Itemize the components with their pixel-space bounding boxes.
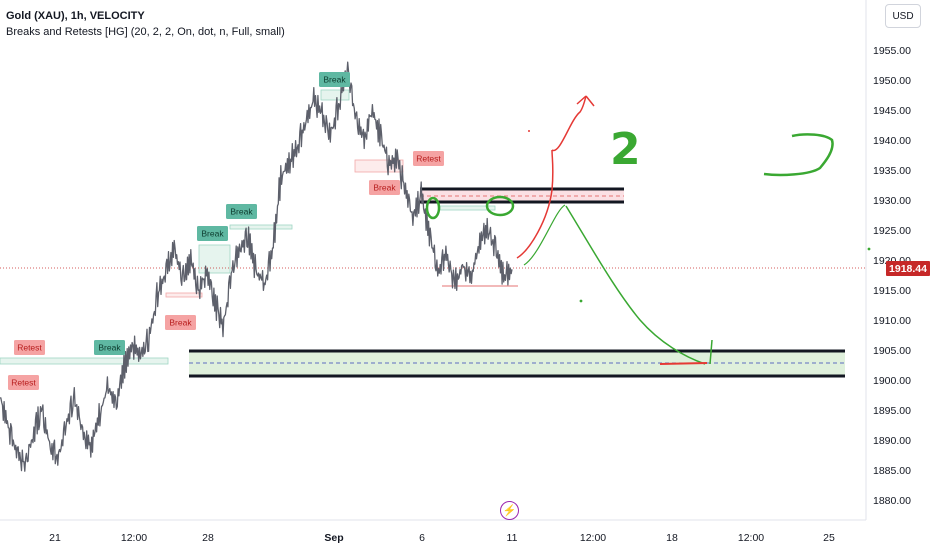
break-box (229, 224, 293, 230)
lightning-icon[interactable]: ⚡ (500, 501, 519, 520)
retest-label-box (14, 340, 45, 355)
x-tick-label: Sep (324, 532, 343, 544)
retest-label[interactable]: Retest (14, 340, 45, 355)
break-label[interactable]: Break (319, 72, 350, 87)
y-tick-label: 1895.00 (873, 405, 911, 417)
drawn-red-mark (659, 362, 708, 365)
chart-title: Gold (XAU), 1h, VELOCITY (6, 10, 145, 22)
retest-label[interactable]: Retest (413, 151, 444, 166)
break-label-text: Break (230, 207, 253, 217)
series-line[interactable] (0, 61, 513, 472)
x-axis: 21 12:00 28 Sep 6 11 12:00 18 12:00 25 (49, 532, 835, 544)
y-tick-label: 1950.00 (873, 75, 911, 87)
break-box (0, 357, 169, 365)
x-tick-label: 18 (666, 532, 678, 544)
break-label[interactable]: Break (226, 204, 257, 219)
indicator-legend[interactable]: Breaks and Retests [HG] (20, 2, 2, On, d… (6, 26, 285, 38)
current-price-tag: 1918.44 (886, 261, 930, 276)
break-label-box (226, 204, 257, 219)
break-label-box (197, 226, 228, 241)
break-label-text: Break (201, 229, 224, 239)
break-label-box (94, 340, 125, 355)
retest-label-text: Retest (17, 343, 42, 353)
y-tick-label: 1915.00 (873, 285, 911, 297)
break-label-box (369, 180, 400, 195)
retest-label-box (8, 375, 39, 390)
y-tick-label: 1900.00 (873, 375, 911, 387)
break-label-text: Break (169, 318, 192, 328)
drawn-green-circle (485, 195, 515, 217)
break-box (320, 89, 350, 101)
drawn-green-tick (709, 339, 713, 365)
y-tick-label: 1935.00 (873, 165, 911, 177)
break-label[interactable]: Break (165, 315, 196, 330)
indicator-labels: Break Break Break Break Break Break Retest Rete… (8, 72, 444, 390)
drawn-numeral-stroke (763, 133, 834, 177)
x-tick-label: 28 (202, 532, 214, 544)
drawn-green-path (523, 204, 566, 266)
retest-label-box (413, 151, 444, 166)
drawn-numeral: 2 (610, 124, 641, 175)
y-tick-label: 1910.00 (873, 315, 911, 327)
x-tick-label: 21 (49, 532, 61, 544)
retest-box (165, 292, 203, 298)
break-label-text: Break (323, 75, 346, 85)
break-label-text: Break (98, 343, 121, 353)
currency-button[interactable]: USD (885, 4, 921, 28)
y-tick-label: 1885.00 (873, 465, 911, 477)
break-label-text: Break (373, 183, 396, 193)
drawn-green-dot (579, 299, 583, 303)
drawn-green-circle (425, 196, 441, 220)
drawn-green-dot (867, 247, 871, 251)
x-tick-label: 12:00 (738, 532, 764, 544)
y-tick-label: 1905.00 (873, 345, 911, 357)
x-tick-label: 12:00 (121, 532, 147, 544)
drawn-red-dot (528, 130, 530, 132)
drawn-green-path (565, 205, 706, 365)
drawn-red-arrow-path (516, 149, 554, 259)
break-label-box (165, 315, 196, 330)
y-axis: 1880.00 1885.00 1890.00 1895.00 1900.00 1905.… (873, 45, 911, 507)
break-label[interactable]: Break (369, 180, 400, 195)
break-box (198, 244, 231, 274)
retest-label-text: Retest (11, 378, 36, 388)
x-tick-label: 6 (419, 532, 425, 544)
y-tick-label: 1925.00 (873, 225, 911, 237)
x-tick-label: 11 (507, 532, 518, 544)
drawn-red-arrow-path (551, 95, 587, 151)
y-tick-label: 1955.00 (873, 45, 911, 57)
break-label[interactable]: Break (197, 226, 228, 241)
break-label-box (319, 72, 350, 87)
y-tick-label: 1930.00 (873, 195, 911, 207)
break-label[interactable]: Break (94, 340, 125, 355)
y-tick-label: 1940.00 (873, 135, 911, 147)
y-tick-label: 1945.00 (873, 105, 911, 117)
retest-label[interactable]: Retest (8, 375, 39, 390)
x-tick-label: 12:00 (580, 532, 606, 544)
retest-label-text: Retest (416, 154, 441, 164)
y-tick-label: 1880.00 (873, 495, 911, 507)
x-tick-label: 25 (823, 532, 835, 544)
y-tick-label: 1890.00 (873, 435, 911, 447)
drawn-red-arrowhead (576, 95, 595, 107)
